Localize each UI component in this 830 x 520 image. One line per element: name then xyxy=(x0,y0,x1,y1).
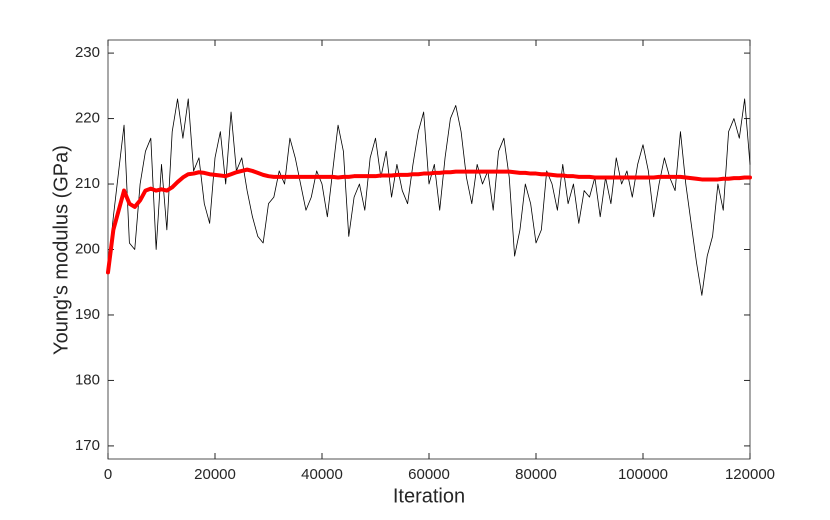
y-axis-title: Young's modulus (GPa) xyxy=(50,145,72,355)
y-tick-label: 170 xyxy=(75,437,100,454)
x-tick-label: 60000 xyxy=(408,466,450,483)
y-tick-label: 190 xyxy=(75,306,100,323)
y-tick-label: 230 xyxy=(75,44,100,61)
x-tick-label: 80000 xyxy=(515,466,557,483)
x-tick-label: 120000 xyxy=(725,466,775,483)
x-tick-label: 40000 xyxy=(301,466,343,483)
x-axis-title: Iteration xyxy=(393,485,465,507)
data-line xyxy=(107,98,751,296)
y-tick-label: 180 xyxy=(75,371,100,388)
y-tick-label: 200 xyxy=(75,240,100,257)
y-tick-label: 220 xyxy=(75,110,100,127)
data-line xyxy=(106,167,752,275)
plot-frame xyxy=(107,39,751,460)
x-tick-label: 100000 xyxy=(618,466,668,483)
y-tick-label: 210 xyxy=(75,175,100,192)
x-tick-label: 0 xyxy=(104,466,112,483)
x-tick-label: 20000 xyxy=(194,466,236,483)
